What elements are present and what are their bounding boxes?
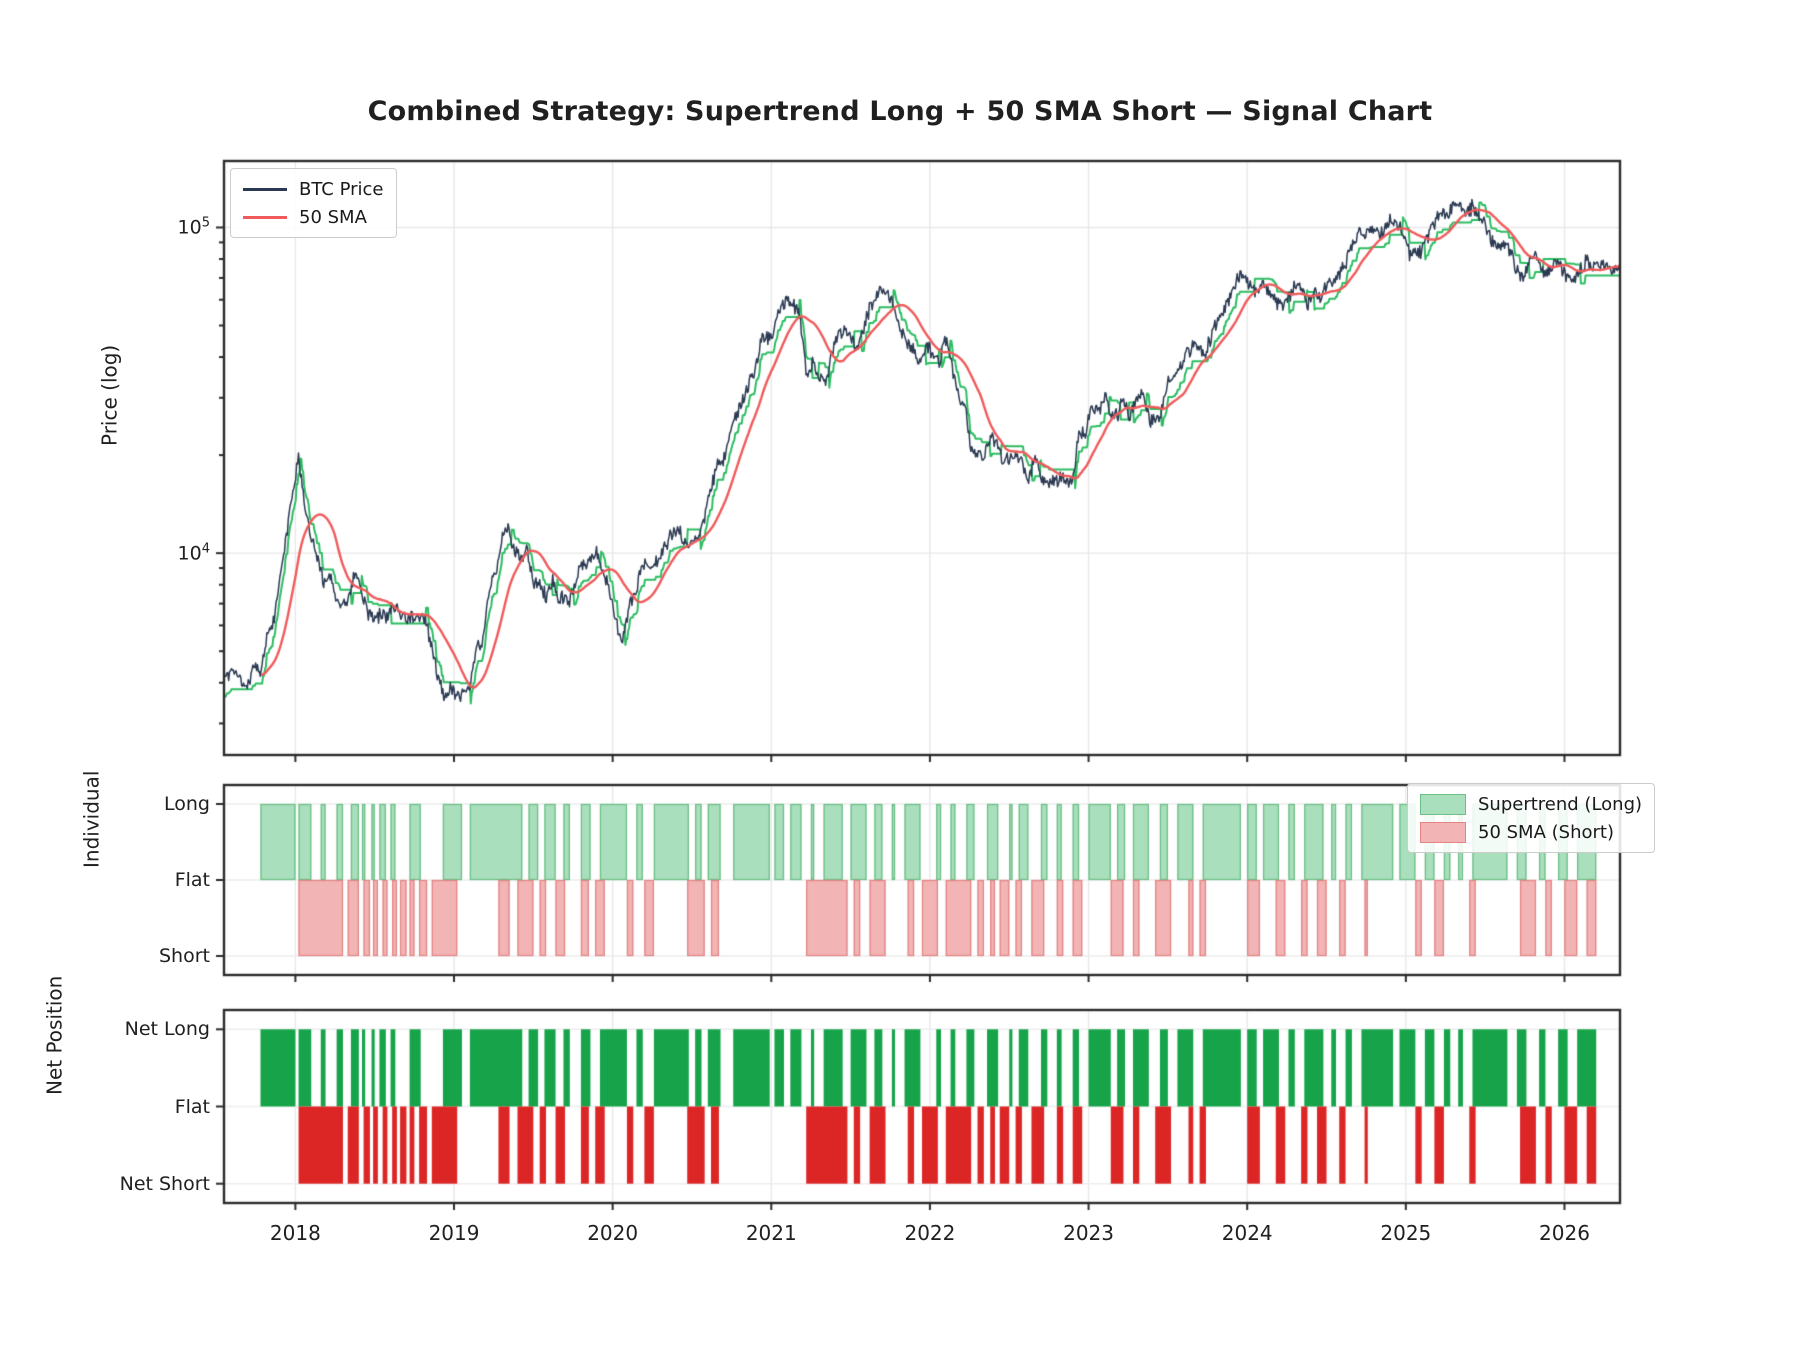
sma-short-patch-swatch: [1420, 821, 1466, 843]
supertrend-long-patch-swatch: [1420, 793, 1466, 815]
legend-label-btc-price: BTC Price: [299, 178, 384, 200]
sma-line-swatch: [243, 215, 287, 219]
price-legend: BTC Price 50 SMA: [230, 168, 397, 238]
legend-label-supertrend-long: Supertrend (Long): [1478, 793, 1643, 815]
legend-label-50-sma: 50 SMA: [299, 206, 367, 228]
btc-price-line-swatch: [243, 187, 287, 191]
legend-item-50-sma-short: 50 SMA (Short): [1410, 818, 1652, 846]
legend-item-supertrend-long: Supertrend (Long): [1410, 790, 1652, 818]
individual-signals-legend: Supertrend (Long) 50 SMA (Short): [1407, 783, 1656, 853]
legend-item-btc-price: BTC Price: [233, 175, 394, 203]
legend-label-50-sma-short: 50 SMA (Short): [1478, 821, 1614, 843]
legend-item-50-sma: 50 SMA: [233, 203, 394, 231]
